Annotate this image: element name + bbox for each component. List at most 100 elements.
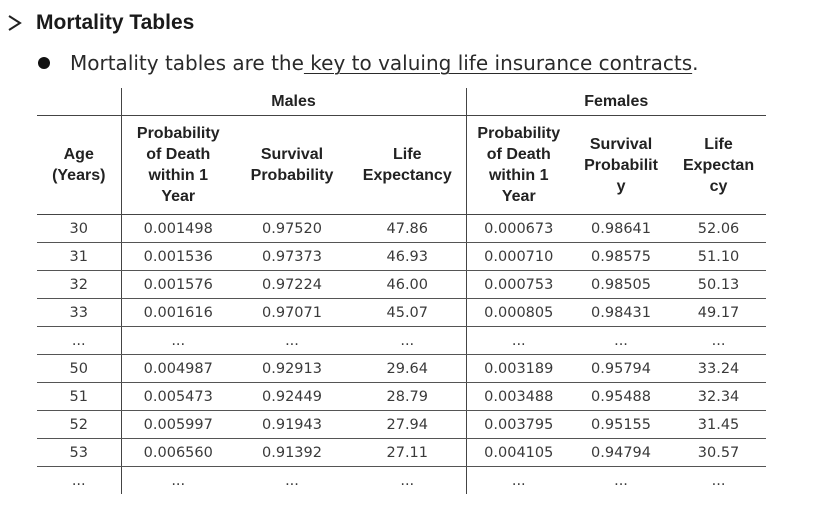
col-header-line: Probability — [136, 125, 220, 142]
female-prob-death-cell: 0.000710 — [465, 242, 572, 271]
col-header-line: (Years) — [52, 167, 106, 184]
male-prob-death-cell: 0.005997 — [120, 410, 235, 439]
male-survival-cell: 0.97224 — [235, 270, 349, 299]
col-header-line: Year — [161, 188, 196, 205]
female-prob-death-cell: 0.000753 — [465, 270, 572, 299]
col-header-line: Year — [501, 188, 536, 205]
col-header-line: Life — [393, 146, 422, 163]
male-survival-cell: 0.97520 — [235, 214, 349, 243]
col-header-female-life-expectancy: Life Expectan cy — [671, 115, 767, 215]
male-survival-cell: 0.92913 — [235, 354, 349, 383]
age-cell: 51 — [37, 382, 121, 411]
male-prob-death-cell: 0.001576 — [120, 270, 235, 299]
col-header-line: Expectan — [682, 156, 755, 174]
table-row: 30 0.001498 0.97520 47.86 0.000673 0.98641 52.… — [37, 214, 767, 243]
table-row: ..................... — [37, 326, 767, 355]
col-header-line: Survival — [589, 135, 653, 153]
age-group-header — [37, 88, 121, 116]
female-life-exp-cell: 49.17 — [671, 298, 767, 327]
col-header-line: Expectancy — [362, 167, 452, 184]
table-row: 50 0.004987 0.92913 29.64 0.003189 0.95794 33.… — [37, 354, 767, 383]
col-header-line: Probability — [250, 167, 334, 184]
female-survival-cell: 0.98431 — [571, 298, 672, 327]
female-survival-cell: 0.95794 — [571, 354, 672, 383]
female-survival-cell: ... — [571, 326, 672, 355]
males-group-header: Males — [120, 88, 467, 116]
female-prob-death-cell: 0.003795 — [465, 410, 572, 439]
col-header-line: y — [616, 177, 626, 195]
female-prob-death-cell: 0.004105 — [465, 438, 572, 467]
male-life-exp-cell: ... — [349, 326, 467, 355]
female-life-exp-cell: 33.24 — [671, 354, 767, 383]
female-life-exp-cell: 32.34 — [671, 382, 767, 411]
col-header-line: of Death — [146, 146, 211, 163]
col-header-line: Probabilit — [584, 156, 658, 174]
table-row: 51 0.005473 0.92449 28.79 0.003488 0.95488 32.… — [37, 382, 767, 411]
male-survival-cell: 0.97071 — [235, 298, 349, 327]
male-prob-death-cell: 0.001616 — [120, 298, 235, 327]
col-header-female-probability-of-death: Probability of Death within 1 Year — [465, 115, 572, 215]
male-life-exp-cell: 46.93 — [349, 242, 467, 271]
male-life-exp-cell: 45.07 — [349, 298, 467, 327]
age-cell: 33 — [37, 298, 121, 327]
table-row: 53 0.006560 0.91392 27.11 0.004105 0.94794 30.… — [37, 438, 767, 467]
female-life-exp-cell: ... — [711, 472, 726, 489]
female-prob-death-cell: 0.003488 — [465, 382, 572, 411]
col-header-line: within 1 — [148, 167, 209, 184]
female-prob-death-cell: 0.000673 — [465, 214, 572, 243]
age-cell: 50 — [37, 354, 121, 383]
male-prob-death-cell: ... — [120, 466, 235, 494]
bullet-underlined-text: key to valuing life insurance contracts — [303, 51, 693, 75]
table-row: 52 0.005997 0.91943 27.94 0.003795 0.95155 31.… — [37, 410, 767, 439]
female-life-exp-cell: 31.45 — [671, 410, 767, 439]
female-survival-cell: 0.98505 — [571, 270, 672, 299]
female-prob-death-cell: 0.003189 — [465, 354, 572, 383]
male-life-exp-cell: 27.11 — [349, 438, 467, 467]
age-cell: ... — [37, 326, 121, 355]
table-row: 31 0.001536 0.97373 46.93 0.000710 0.98575 51.… — [37, 242, 767, 271]
arrowhead-bullet-icon — [8, 15, 22, 31]
table-row: 33 0.001616 0.97071 45.07 0.000805 0.98431 49.… — [37, 298, 767, 327]
male-prob-death-cell: 0.001498 — [120, 214, 235, 243]
female-prob-death-cell: 0.000805 — [465, 298, 572, 327]
female-survival-cell: 0.94794 — [571, 438, 672, 467]
col-header-line: cy — [709, 177, 728, 195]
col-header-age: Age (Years) — [37, 115, 121, 215]
male-life-exp-cell: ... — [400, 472, 415, 489]
male-prob-death-cell: 0.005473 — [120, 382, 235, 411]
col-header-line: within 1 — [488, 167, 549, 184]
female-survival-cell: 0.98575 — [571, 242, 672, 271]
female-life-exp-cell: ... — [671, 326, 767, 355]
col-header-line: Probability — [477, 125, 561, 142]
group-header-row: Males Females — [37, 88, 767, 116]
male-prob-death-cell: 0.004987 — [120, 354, 235, 383]
filled-circle-bullet-icon — [38, 57, 50, 69]
bullet-text: Mortality tables are the — [70, 51, 304, 75]
male-life-exp-cell: 46.00 — [349, 270, 467, 299]
male-life-exp-cell: 28.79 — [349, 382, 467, 411]
col-header-female-survival-probability: Survival Probabilit y — [571, 115, 672, 215]
table-body: 30 0.001498 0.97520 47.86 0.000673 0.98641 52.… — [37, 214, 767, 494]
page-title: Mortality Tables — [36, 11, 195, 34]
female-survival-cell: 0.95488 — [571, 382, 672, 411]
male-survival-cell: 0.91392 — [235, 438, 349, 467]
females-group-header: Females — [465, 88, 767, 116]
col-header-line: Life — [704, 135, 733, 153]
male-survival-cell: ... — [235, 326, 349, 355]
male-survival-cell: 0.97373 — [235, 242, 349, 271]
age-cell: 32 — [37, 270, 121, 299]
bullet-point: Mortality tables are the key to valuing … — [38, 48, 699, 78]
male-prob-death-cell: 0.006560 — [120, 438, 235, 467]
col-header-male-survival-probability: Survival Probability — [235, 115, 349, 215]
col-header-male-probability-of-death: Probability of Death within 1 Year — [120, 115, 235, 215]
col-header-line: of Death — [486, 146, 551, 163]
col-header-line: Age — [63, 146, 94, 163]
female-prob-death-cell: ... — [465, 466, 572, 494]
male-prob-death-cell: ... — [120, 326, 235, 355]
bullet-text-end: . — [692, 51, 699, 75]
age-cell: 31 — [37, 242, 121, 271]
table-row: 32 0.001576 0.97224 46.00 0.000753 0.98505 50.… — [37, 270, 767, 299]
table-row: ..................... — [37, 466, 766, 494]
col-header-male-life-expectancy: Life Expectancy — [349, 115, 467, 215]
female-life-exp-cell: 51.10 — [671, 242, 767, 271]
